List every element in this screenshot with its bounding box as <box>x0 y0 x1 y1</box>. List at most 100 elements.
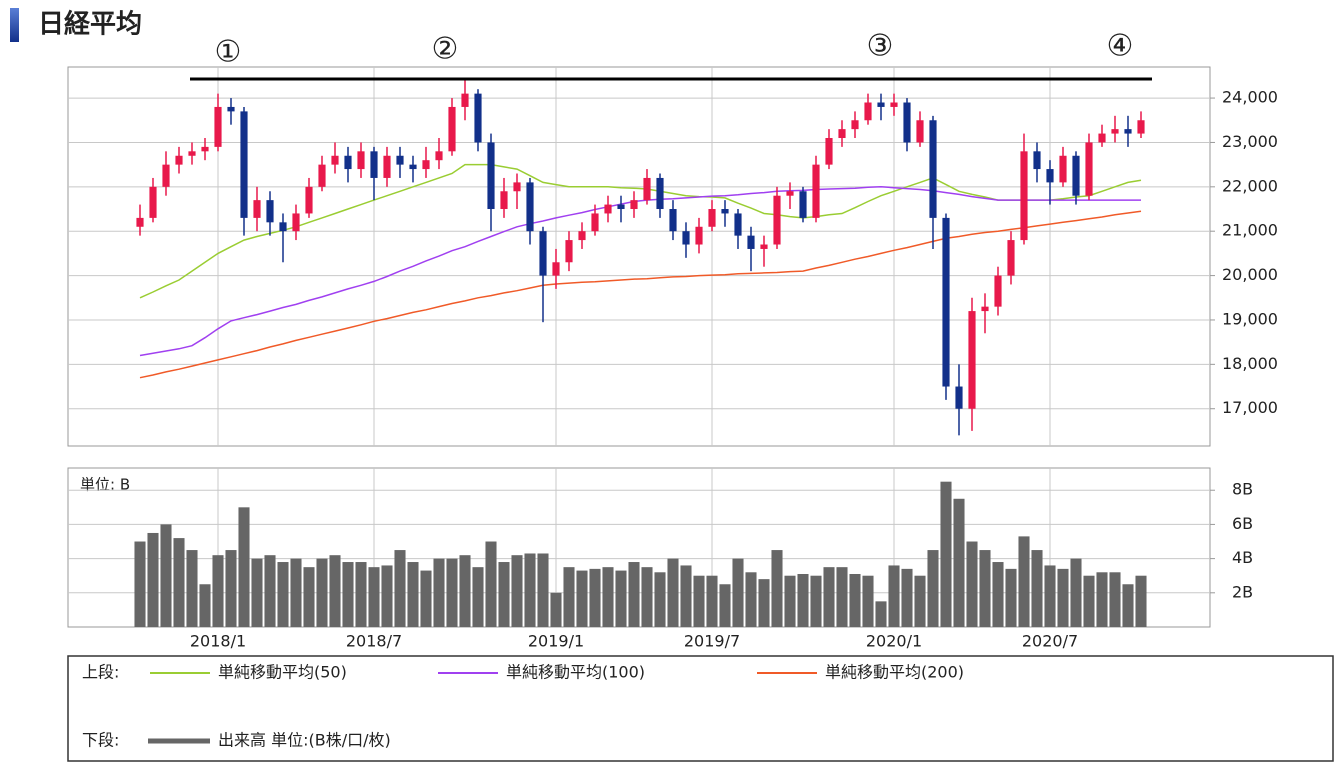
candle-body <box>214 106 222 147</box>
candle-body <box>1059 155 1067 183</box>
volume-bar <box>849 574 861 627</box>
y-tick-label: 18,000 <box>1222 354 1278 373</box>
volume-bar <box>238 507 250 627</box>
volume-bar <box>1044 565 1056 627</box>
candle-body <box>370 151 378 178</box>
volume-bar <box>732 558 744 627</box>
volume-bar <box>914 575 926 627</box>
volume-bar <box>758 579 770 627</box>
legend-heading: 上段: <box>82 663 119 682</box>
candle-body <box>1111 129 1119 134</box>
volume-bar <box>641 567 653 627</box>
candle-body <box>305 186 313 214</box>
candle-body <box>1124 129 1132 134</box>
candle-body <box>188 151 196 156</box>
candle-body <box>695 226 703 245</box>
volume-bar <box>316 558 328 627</box>
volume-bar <box>251 558 263 627</box>
volume-bar <box>888 565 900 627</box>
price-panel <box>67 66 1211 447</box>
x-tick-label: 2018/1 <box>190 632 246 651</box>
volume-bar <box>524 553 536 627</box>
volume-bar <box>693 575 705 627</box>
volume-bar <box>745 572 757 627</box>
candle-body <box>1098 133 1106 143</box>
volume-bar <box>706 575 718 627</box>
candle-body <box>929 120 937 218</box>
volume-bar <box>407 562 419 627</box>
volume-bar <box>797 574 809 627</box>
volume-bar <box>160 524 172 627</box>
volume-bar <box>498 562 510 627</box>
volume-bar <box>823 567 835 627</box>
volume-bar <box>628 562 640 627</box>
candle-body <box>1046 169 1054 183</box>
volume-bar <box>836 567 848 627</box>
candle-body <box>916 120 924 143</box>
candle-body <box>838 129 846 139</box>
volume-bar <box>394 550 406 627</box>
annotation: ④ <box>1107 29 1134 64</box>
volume-bar <box>355 562 367 627</box>
volume-bar <box>290 558 302 627</box>
candle-body <box>682 231 690 245</box>
legend-label: 単純移動平均(100) <box>506 663 645 682</box>
volume-bar <box>563 567 575 627</box>
ma-line <box>139 186 1141 357</box>
volume-bar <box>1135 575 1147 627</box>
volume-bar <box>472 567 484 627</box>
volume-bar <box>966 541 978 627</box>
volume-bar <box>953 498 965 627</box>
volume-bar <box>602 567 614 627</box>
candle-body <box>435 151 443 161</box>
candle-body <box>799 191 807 218</box>
volume-bar <box>589 568 601 627</box>
volume-bar <box>550 592 562 627</box>
volume-bar <box>134 541 146 627</box>
candle-body <box>526 182 534 232</box>
candle-body <box>773 195 781 245</box>
candle-body <box>422 160 430 170</box>
candle-body <box>630 200 638 210</box>
candle-body <box>1137 120 1145 134</box>
candle-body <box>1033 151 1041 170</box>
ma-line <box>139 210 1142 379</box>
candle-body <box>1007 240 1015 276</box>
annotation: ③ <box>867 29 894 64</box>
volume-bar <box>446 558 458 627</box>
candle-body <box>747 235 755 249</box>
candle-body <box>279 222 287 232</box>
candle-body <box>942 217 950 387</box>
candle-body <box>539 231 547 276</box>
y-tick-label: 20,000 <box>1222 265 1278 284</box>
candle-body <box>1020 151 1028 241</box>
candle-body <box>266 200 274 223</box>
candle-body <box>617 204 625 210</box>
volume-bar <box>1005 568 1017 627</box>
y-tick-label: 6B <box>1232 514 1253 533</box>
volume-bar <box>147 532 159 627</box>
y-tick-label: 17,000 <box>1222 398 1278 417</box>
volume-bar <box>784 575 796 627</box>
volume-bar <box>901 568 913 627</box>
candle-body <box>656 177 664 210</box>
volume-bar <box>225 550 237 627</box>
candle-body <box>1085 142 1093 196</box>
legend-heading: 下段: <box>82 731 119 750</box>
x-tick-label: 2018/7 <box>346 632 402 651</box>
candle-body <box>812 164 820 218</box>
volume-bar <box>667 558 679 627</box>
candle-body <box>864 102 872 121</box>
candle-body <box>201 146 209 152</box>
y-tick-label: 2B <box>1232 582 1253 601</box>
candle-body <box>760 244 768 249</box>
candle-body <box>565 240 573 263</box>
volume-bar <box>875 601 887 627</box>
volume-bar <box>277 562 289 627</box>
candle-body <box>890 102 898 107</box>
volume-bar <box>212 555 224 627</box>
candle-body <box>851 120 859 130</box>
volume-bar <box>615 570 627 627</box>
candle-body <box>968 311 976 409</box>
candle-body <box>643 177 651 201</box>
